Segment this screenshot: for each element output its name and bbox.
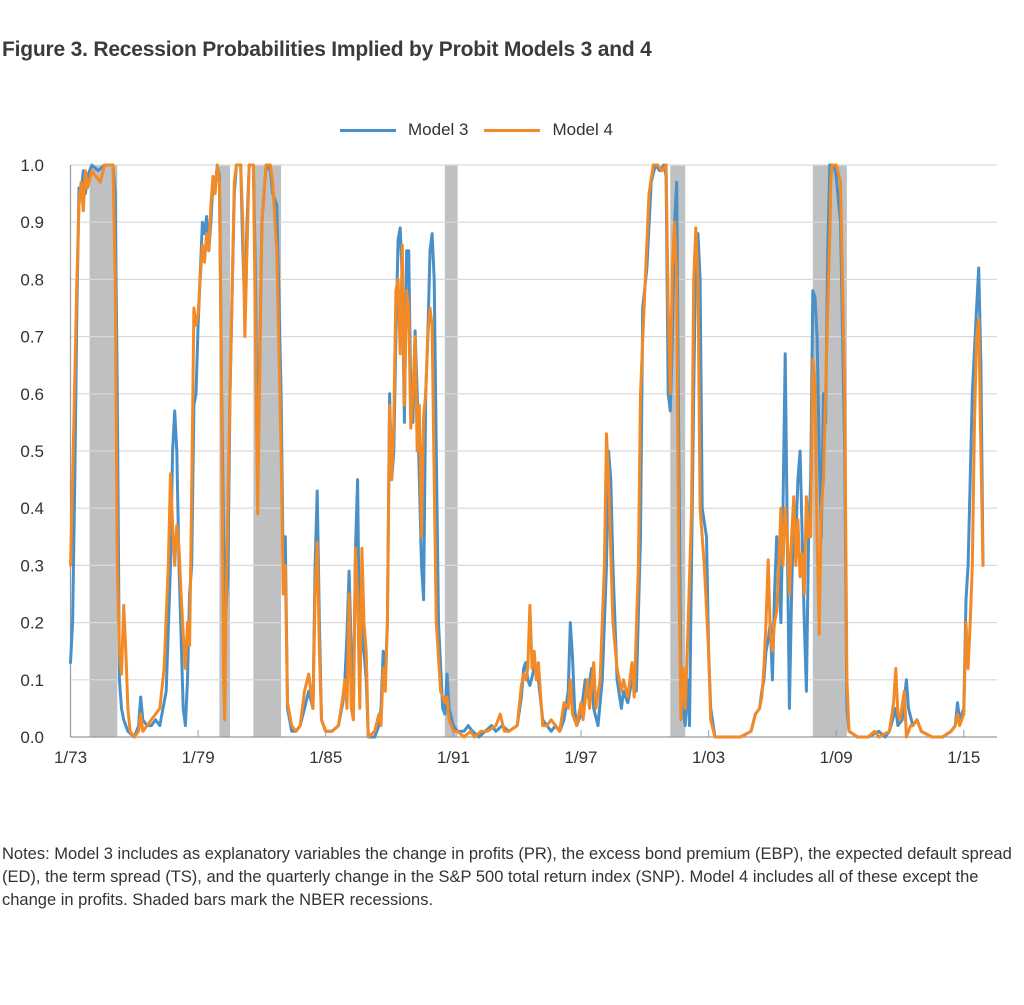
y-tick-label: 0.8 [20, 270, 44, 289]
x-tick-label: 1/09 [820, 748, 853, 767]
y-tick-label: 0.4 [20, 499, 44, 518]
x-tick-label: 1/73 [54, 748, 87, 767]
x-tick-label: 1/85 [309, 748, 342, 767]
x-tick-label: 1/79 [182, 748, 215, 767]
y-tick-label: 0.7 [20, 328, 44, 347]
y-tick-label: 0.9 [20, 213, 44, 232]
tick-labels: 0.0 0.1 0.2 0.3 0.4 0.5 0.6 0.7 0.8 0.9 1.0 1/73 1/7… [20, 156, 980, 767]
x-tick-label: 1/03 [692, 748, 725, 767]
x-tick-label: 1/97 [564, 748, 597, 767]
legend-swatch-model-4 [484, 128, 541, 132]
chart-notes: Notes: Model 3 includes as explanatory v… [2, 845, 1012, 909]
y-tick-label: 0.0 [20, 728, 44, 747]
legend-swatch-model-3 [340, 128, 396, 132]
legend-item-model-4: Model 4 [484, 120, 613, 140]
y-tick-label: 0.3 [20, 556, 44, 575]
series-lines [69, 163, 985, 739]
legend: Model 3 Model 4 [340, 120, 629, 140]
y-tick-label: 0.1 [20, 671, 44, 690]
legend-item-model-3: Model 3 [340, 120, 468, 140]
chart-plot: 0.0 0.1 0.2 0.3 0.4 0.5 0.6 0.7 0.8 0.9 1.0 1/73 1/7… [20, 156, 997, 767]
series-line-model-4 [69, 163, 985, 739]
y-tick-label: 1.0 [20, 156, 44, 175]
legend-label-model-4: Model 4 [552, 120, 613, 139]
x-tick-label: 1/15 [947, 748, 980, 767]
chart-title: Figure 3. Recession Probabilities Implie… [2, 38, 652, 61]
legend-label-model-3: Model 3 [408, 120, 469, 139]
y-tick-label: 0.2 [20, 614, 44, 633]
x-tick-label: 1/91 [437, 748, 470, 767]
y-tick-label: 0.5 [20, 442, 44, 461]
y-tick-label: 0.6 [20, 385, 44, 404]
